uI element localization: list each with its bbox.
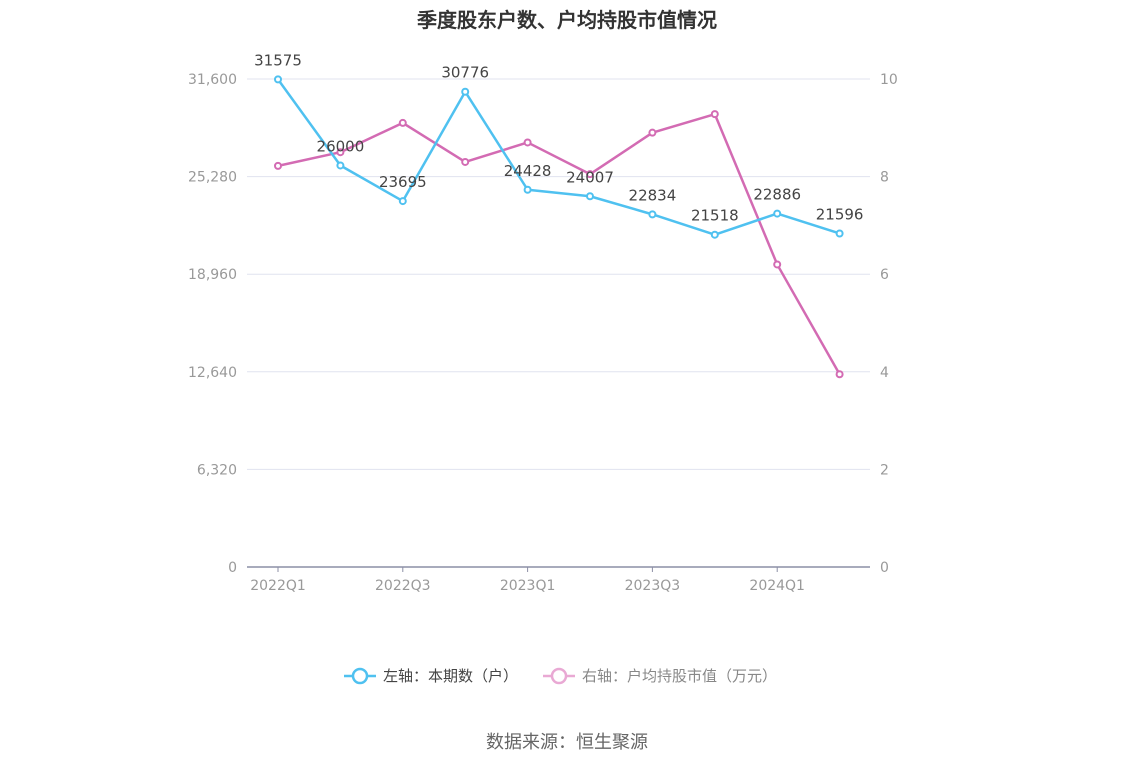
x-tick-label: 2022Q1 <box>250 578 306 594</box>
x-axis: 2022Q1 2022Q3 2023Q1 2023Q3 2024Q1 <box>247 566 870 594</box>
legend-marker <box>550 667 568 685</box>
left-tick-label: 6,320 <box>197 462 237 478</box>
right-tick-label: 2 <box>880 462 889 478</box>
legend: 左轴：本期数（户） 右轴：户均持股市值（万元） <box>344 667 777 685</box>
left-tick-label: 25,280 <box>188 170 237 186</box>
series-line <box>276 78 840 236</box>
series-line <box>277 112 841 375</box>
data-point <box>523 185 532 194</box>
left-axis-ticks: 0 6,320 12,640 18,960 25,280 31,600 <box>188 72 237 576</box>
series-points <box>274 75 844 379</box>
data-point <box>586 170 594 179</box>
data-point <box>274 161 282 170</box>
data-point <box>586 192 594 201</box>
x-tick-label: 2024Q1 <box>749 578 805 594</box>
legend-marker <box>351 667 369 685</box>
data-point <box>274 75 282 84</box>
data-label: 22886 <box>753 186 801 204</box>
data-point <box>773 260 782 269</box>
left-tick-label: 18,960 <box>188 267 237 283</box>
data-point <box>523 138 532 147</box>
x-tick-label: 2022Q3 <box>375 578 431 594</box>
data-label: 24428 <box>504 162 552 180</box>
data-labels: 31575 26000 23695 30776 24428 24007 22834 21518… <box>254 51 863 224</box>
series-lines <box>276 78 841 375</box>
left-tick-label: 0 <box>228 560 237 576</box>
x-tick-label: 2023Q1 <box>500 578 556 594</box>
data-source: 数据来源：恒生聚源 <box>486 732 648 753</box>
x-tick-label: 2023Q3 <box>625 578 681 594</box>
data-label: 21518 <box>691 207 739 225</box>
data-point <box>398 197 407 206</box>
right-axis-ticks: 0 2 4 6 8 10 <box>880 72 898 576</box>
data-label: 22834 <box>629 186 677 204</box>
data-point <box>835 229 844 238</box>
chart-title: 季度股东户数、户均持股市值情况 <box>417 8 717 32</box>
legend-label: 右轴：户均持股市值（万元） <box>582 667 777 685</box>
data-point <box>336 148 345 157</box>
data-point <box>773 209 782 218</box>
right-tick-label: 0 <box>880 560 889 576</box>
data-point <box>398 118 407 127</box>
data-point <box>710 110 719 119</box>
data-label: 26000 <box>317 137 365 155</box>
data-label: 24007 <box>566 168 614 186</box>
data-point <box>710 230 719 239</box>
right-tick-label: 8 <box>880 170 889 186</box>
right-tick-label: 4 <box>880 365 889 381</box>
data-label: 23695 <box>379 173 427 191</box>
data-point <box>648 210 657 219</box>
data-label: 30776 <box>441 64 489 82</box>
legend-label: 左轴：本期数（户） <box>383 667 518 685</box>
data-label: 21596 <box>816 205 864 223</box>
data-point <box>835 370 844 379</box>
grid-lines <box>247 78 870 470</box>
left-tick-label: 31,600 <box>188 72 237 88</box>
left-tick-label: 12,640 <box>188 365 237 381</box>
right-tick-label: 6 <box>880 267 889 283</box>
data-point <box>461 87 470 96</box>
data-point <box>648 128 657 137</box>
data-point <box>336 161 345 170</box>
data-label: 31575 <box>254 51 302 69</box>
data-point <box>461 157 470 166</box>
right-tick-label: 10 <box>880 72 898 88</box>
